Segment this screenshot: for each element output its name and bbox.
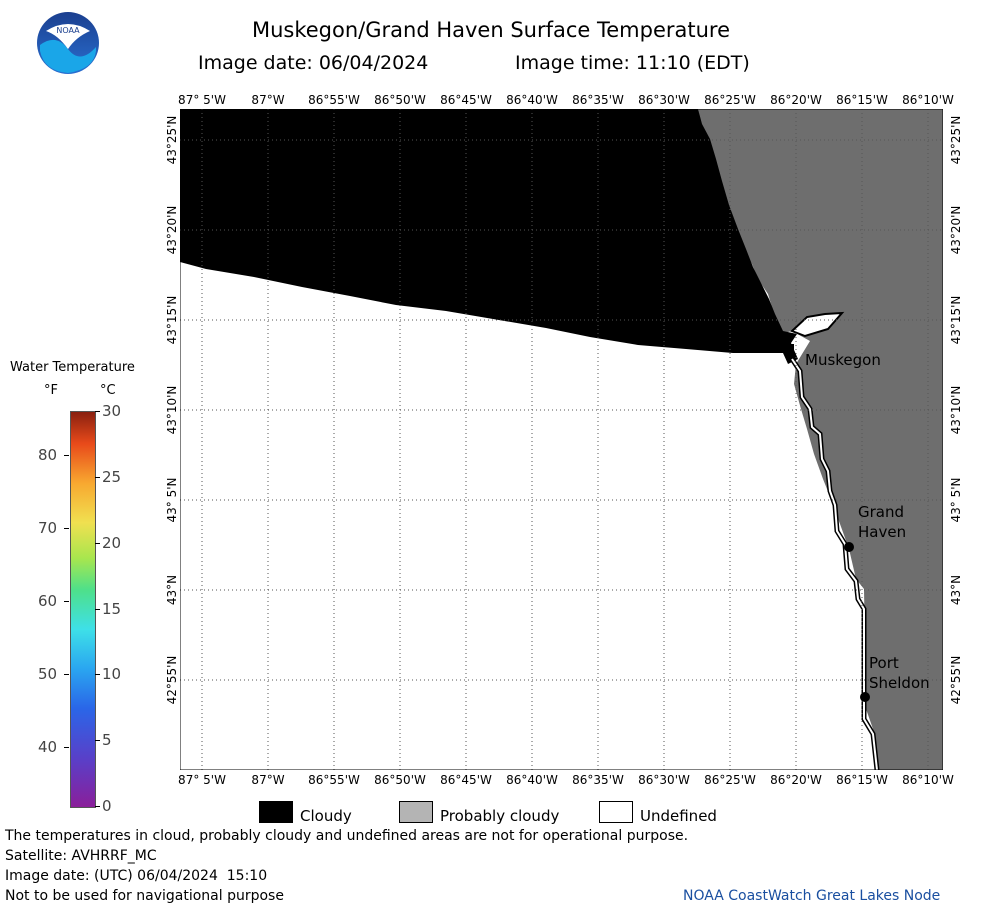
coordinate-tick-label: 86°25'W [704,93,756,107]
page-title: Muskegon/Grand Haven Surface Temperature [251,18,731,42]
colorbar-c-label: 0 [102,797,112,815]
coordinate-tick-label: 86°55'W [308,93,360,107]
coordinate-tick-label: 86°35'W [572,93,624,107]
colorbar-f-label: 60 [38,592,58,611]
grand-haven-marker [844,542,854,552]
map-panel[interactable]: Muskegon Grand Haven Port Sheldon [179,108,944,771]
coordinate-tick-label: 87°W [251,93,285,107]
footer-navigation: Not to be used for navigational purpose [5,888,284,904]
coordinate-tick-label: 43° 5'N [165,477,179,523]
colorbar-tick-mark [95,411,100,412]
colorbar-f-label: 40 [38,738,58,757]
coordinate-tick-label: 87° 5'W [178,93,226,107]
colorbar-tick-mark [95,476,100,478]
coordinate-tick-label: 86°25'W [704,773,756,787]
key-probably-cloudy-label: Probably cloudy [440,807,560,825]
coordinate-tick-label: 87° 5'W [178,773,226,787]
coordinate-tick-label: 42°55'N [165,655,179,705]
city-label-grand-haven: Grand Haven [858,503,907,541]
colorbar-tick-mark [64,528,69,530]
coordinate-tick-label: 86°10'W [902,93,954,107]
coordinate-tick-label: 86°45'W [440,93,492,107]
colorbar-tick-mark [95,806,100,807]
coordinate-tick-label: 43°10'N [949,385,963,435]
colorbar-f-label: 80 [38,445,58,464]
coordinate-tick-label: 86°55'W [308,773,360,787]
coordinate-tick-label: 42°55'N [949,655,963,705]
coordinate-tick-label: 43°20'N [165,205,179,255]
key-undefined-label: Undefined [640,807,717,825]
colorbar-title: Water Temperature [10,360,135,375]
map-svg [179,108,944,771]
coordinate-tick-label: 43°N [165,574,179,606]
coordinate-tick-label: 43°20'N [949,205,963,255]
colorbar-tick-mark [64,601,69,603]
colorbar-tick-mark [95,608,100,610]
colorbar-unit-c: °C [100,383,116,398]
svg-text:NOAA: NOAA [56,26,80,35]
colorbar-c-label: 30 [102,402,122,420]
coordinate-tick-label: 43°N [949,574,963,606]
noaa-logo: NOAA [36,11,100,75]
colorbar-c-label: 15 [102,599,122,618]
coordinate-tick-label: 86°15'W [836,773,888,787]
coordinate-tick-label: 43°25'N [165,115,179,165]
muskegon-lake [790,311,845,338]
colorbar-tick-mark [95,740,100,742]
footer-credit[interactable]: NOAA CoastWatch Great Lakes Node [683,888,941,904]
colorbar-f-label: 70 [38,519,58,538]
footer-utc-date: Image date: (UTC) 06/04/2024 15:10 [5,868,268,884]
coordinate-tick-label: 86°50'W [374,93,426,107]
colorbar-c-label: 5 [102,731,112,750]
colorbar-unit-f: °F [44,383,58,398]
colorbar-c-label: 10 [102,665,122,684]
key-cloudy-swatch [259,801,293,823]
cloudy-area [180,109,798,364]
colorbar [70,411,96,808]
city-label-port-sheldon: Port Sheldon [869,654,930,692]
colorbar-tick-mark [95,542,100,544]
coordinate-tick-label: 86°40'W [506,773,558,787]
key-probably-cloudy-swatch [399,801,433,823]
coordinate-tick-label: 86°20'W [770,93,822,107]
footer-satellite: Satellite: AVHRRF_MC [5,848,157,864]
coordinate-tick-label: 43° 5'N [949,477,963,523]
coordinate-tick-label: 86°30'W [638,93,690,107]
image-date-label: Image date: 06/04/2024 [198,52,429,74]
port-sheldon-marker [860,692,870,702]
colorbar-tick-mark [64,747,69,749]
colorbar-c-label: 20 [102,533,122,552]
key-cloudy-label: Cloudy [300,807,352,825]
coordinate-tick-label: 86°40'W [506,93,558,107]
coordinate-tick-label: 87°W [251,773,285,787]
footer-note: The temperatures in cloud, probably clou… [5,828,689,844]
key-undefined-swatch [599,801,633,823]
coordinate-tick-label: 86°20'W [770,773,822,787]
city-label-muskegon: Muskegon [805,351,881,369]
coordinate-tick-label: 86°10'W [902,773,954,787]
muskegon-marker [784,344,794,354]
coordinate-tick-label: 43°10'N [165,385,179,435]
coordinate-tick-label: 86°45'W [440,773,492,787]
colorbar-tick-mark [64,454,69,456]
coordinate-tick-label: 43°15'N [165,295,179,345]
coordinate-tick-label: 86°15'W [836,93,888,107]
colorbar-tick-mark [95,674,100,676]
coordinate-tick-label: 86°35'W [572,773,624,787]
coordinate-tick-label: 43°15'N [949,295,963,345]
colorbar-c-label: 25 [102,467,122,486]
coordinate-tick-label: 86°50'W [374,773,426,787]
coordinate-tick-label: 43°25'N [949,115,963,165]
image-time-label: Image time: 11:10 (EDT) [515,52,750,74]
colorbar-f-label: 50 [38,665,58,684]
coordinate-tick-label: 86°30'W [638,773,690,787]
colorbar-tick-mark [64,674,69,676]
